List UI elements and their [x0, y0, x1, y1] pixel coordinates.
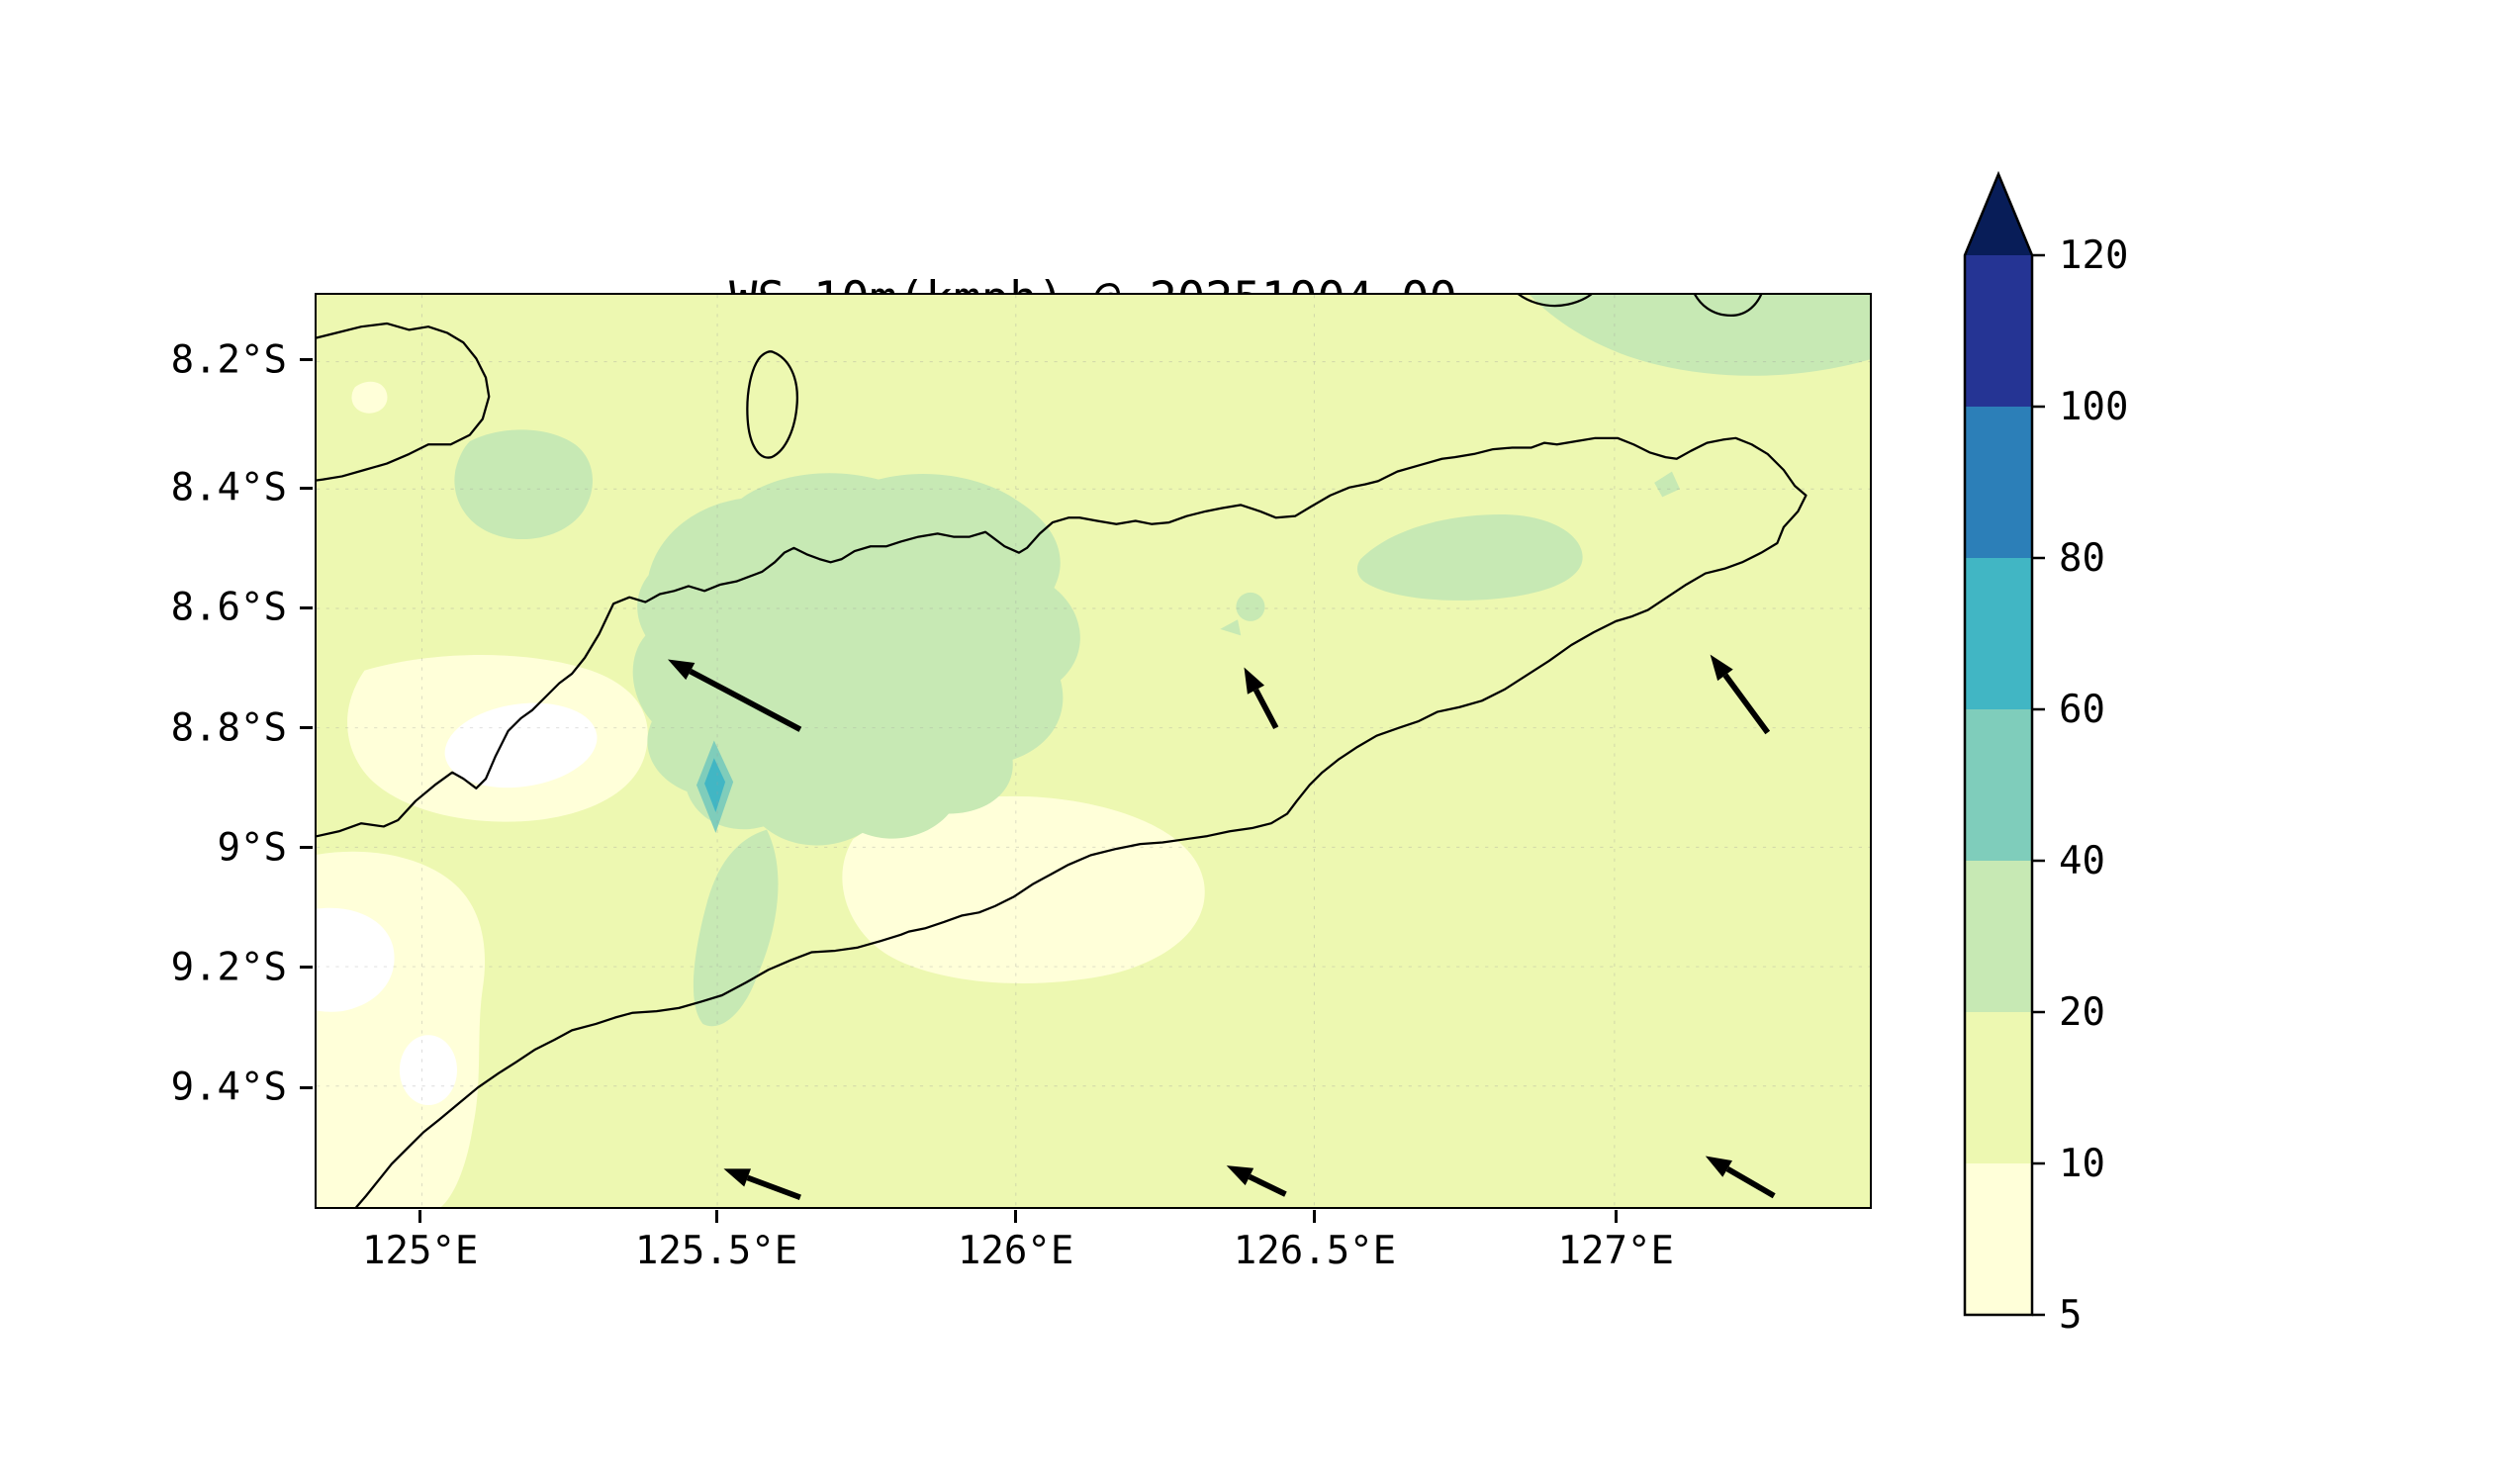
wind-speed-contour-map: [317, 295, 1870, 1207]
contour-patch-under-5: [444, 702, 598, 788]
contour-patch-20-40: [1220, 619, 1242, 636]
contour-patch-20-40: [1530, 295, 1870, 376]
wind-arrow-head: [1244, 667, 1265, 695]
x-tick-mark: [1313, 1210, 1317, 1223]
contour-patch-5-10: [351, 381, 388, 414]
x-tick-label: 126°E: [957, 1229, 1074, 1273]
colorbar-segment: [1965, 1012, 2032, 1164]
y-tick-label: 8.2°S: [170, 337, 287, 383]
colorbar-tick-label: 60: [2059, 688, 2105, 732]
wind-arrow-head: [1705, 1156, 1732, 1177]
contour-patch-20-40: [1654, 471, 1680, 498]
x-tick-label: 127°E: [1557, 1229, 1674, 1273]
colorbar-tick-label: 120: [2059, 233, 2128, 278]
contour-patch-20-40: [693, 829, 779, 1027]
wind-arrow-shaft: [689, 668, 802, 732]
y-tick-mark: [300, 846, 313, 850]
y-tick-mark: [300, 486, 313, 490]
x-tick-mark: [1014, 1210, 1018, 1223]
wind-arrow-shaft: [746, 1174, 801, 1201]
colorbar-segment: [1965, 407, 2032, 559]
y-tick-mark: [300, 1085, 313, 1089]
x-tick-label: 125.5°E: [634, 1229, 798, 1273]
coastline-islet-top-center-right: [1518, 295, 1593, 308]
contour-patch-20-40: [454, 429, 593, 540]
colorbar-extend-triangle: [1965, 174, 2032, 255]
y-tick-mark: [300, 726, 313, 730]
gridline-layer: [317, 295, 1870, 1207]
coastline-layer: [317, 295, 1808, 1207]
colorbar: 120 100 80 60 40 20 10 5: [1963, 170, 2128, 1331]
wind-arrow-shaft: [1252, 688, 1279, 730]
x-tick-mark: [418, 1210, 422, 1223]
wind-arrow-head: [723, 1168, 752, 1187]
wind-arrow-layer: [667, 654, 1776, 1201]
colorbar-segment: [1965, 558, 2032, 710]
map-plot: [315, 293, 1872, 1209]
colorbar-tick-label: 20: [2059, 990, 2105, 1035]
colorbar-tick-label: 80: [2059, 536, 2105, 581]
coastline-islet-top-right: [1694, 295, 1763, 318]
colorbar-segment: [1965, 709, 2032, 862]
colorbar-tick-label: 100: [2059, 385, 2128, 429]
contour-patch-20-40: [1356, 514, 1583, 601]
y-tick-label: 9.4°S: [170, 1065, 287, 1110]
colorbar-segment: [1965, 1163, 2032, 1316]
x-tick-label: 126.5°E: [1233, 1229, 1397, 1273]
colorbar-segment: [1965, 861, 2032, 1013]
wind-arrow-head: [1226, 1165, 1254, 1186]
wind-arrow-head: [667, 659, 696, 681]
contour-patch-under-5: [399, 1035, 457, 1106]
contour-patch-20-40: [1236, 592, 1265, 621]
wind-arrow-shaft: [1722, 673, 1771, 735]
x-tick-mark: [714, 1210, 718, 1223]
colorbar-outline: [1963, 170, 2034, 1317]
colorbar-tick-label: 5: [2059, 1293, 2082, 1331]
y-tick-mark: [300, 966, 313, 970]
coastline-small-island-north: [746, 350, 798, 459]
contour-patch-60-80: [704, 758, 726, 812]
coastline-main-island: [317, 436, 1808, 1207]
y-tick-label: 9.2°S: [170, 945, 287, 990]
y-tick-mark: [300, 358, 313, 362]
contour-patch-20-40: [632, 473, 1080, 846]
contour-patch-under-5: [317, 907, 395, 1012]
wind-arrow-shaft: [1725, 1165, 1776, 1199]
y-tick-label: 8.6°S: [170, 585, 287, 630]
y-tick-label: 8.4°S: [170, 465, 287, 510]
wind-arrow-shaft: [1248, 1173, 1287, 1197]
colorbar-tick-label: 10: [2059, 1142, 2105, 1186]
y-tick-mark: [300, 605, 313, 609]
colorbar-segment: [1965, 255, 2032, 408]
wind-arrow-head: [1710, 654, 1733, 682]
colorbar-tick-label: 40: [2059, 839, 2105, 883]
x-tick-label: 125°E: [362, 1229, 479, 1273]
x-tick-mark: [1614, 1210, 1618, 1223]
y-tick-label: 9°S: [217, 825, 287, 871]
y-tick-label: 8.8°S: [170, 705, 287, 751]
coastline-island-northwest: [317, 322, 491, 482]
